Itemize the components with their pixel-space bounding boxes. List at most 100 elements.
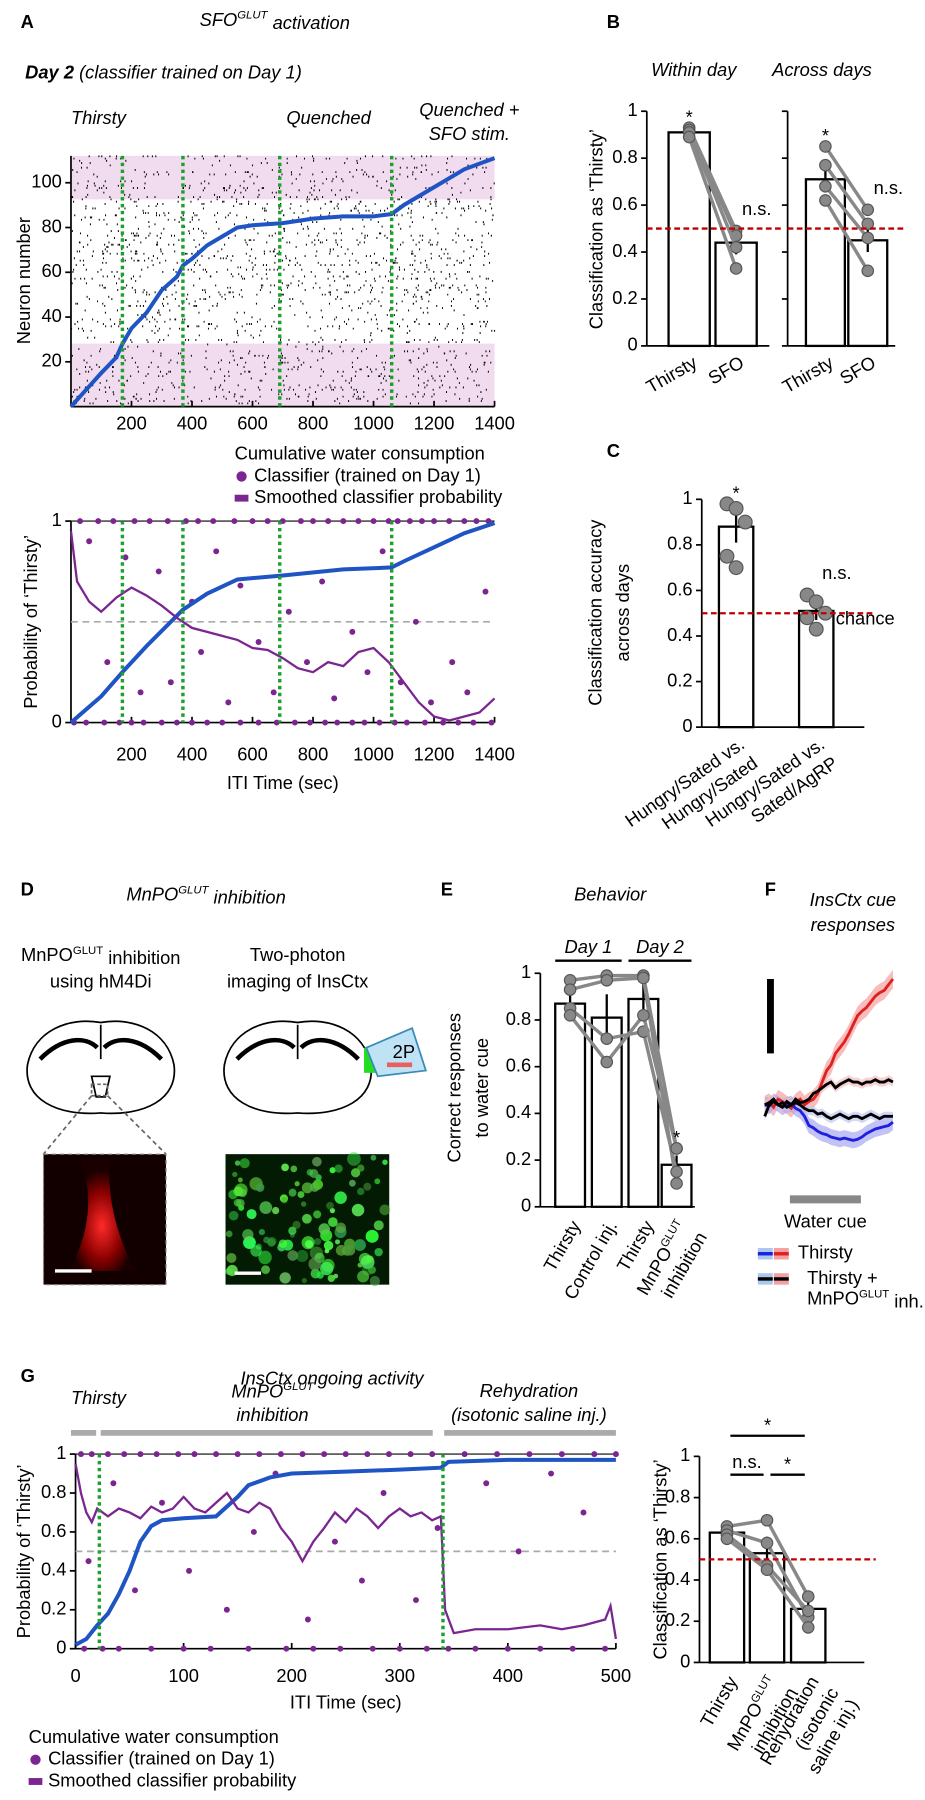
classifier-dot (104, 659, 111, 666)
annotation: * (733, 483, 740, 504)
annotation: n.s. (822, 562, 852, 583)
y-axis-label: Correct responses (443, 1013, 464, 1162)
x-tick-label: 1400 (474, 413, 515, 434)
subject-point (600, 1055, 614, 1069)
category-text: Thirsty (779, 351, 838, 397)
diagram-label-text: MnPO (21, 944, 73, 965)
bar (714, 241, 758, 348)
trace-line (764, 1078, 894, 1110)
y-axis-label-group: Classification accuracy across days (584, 519, 632, 706)
chart-title: responses (811, 914, 895, 935)
classifier-dot (146, 518, 153, 525)
classifier-dot (195, 518, 202, 525)
y-axis-label: Probability of ‘Thirsty’ (20, 535, 41, 709)
classifier-dot (494, 1451, 501, 1458)
subtitle: Day 2 (classifier trained on Day 1) (25, 61, 302, 82)
legend-label-text: MnPO (807, 1287, 859, 1308)
cell (288, 1226, 297, 1235)
classifier-dot (186, 1567, 193, 1574)
classifier-dot (396, 1645, 403, 1652)
x-tick-label: 1400 (474, 744, 515, 765)
classifier-dot (158, 719, 165, 726)
legend-label: MnPOGLUT inh. (807, 1287, 924, 1311)
cell (305, 1240, 314, 1249)
classifier-dot (231, 518, 238, 525)
cell (250, 1245, 262, 1257)
cell (297, 1191, 305, 1198)
series-line (69, 521, 496, 725)
legend-label: Classifier (trained on Day 1) (48, 1748, 275, 1769)
classifier-dot (297, 518, 304, 525)
y-tick-label: 1 (627, 99, 637, 120)
section-bar (70, 1430, 97, 1436)
classifier-dot (81, 1645, 88, 1652)
panel-title-text: MnPO (126, 883, 178, 904)
classifier-dot (407, 1451, 414, 1458)
classifier-dot (446, 518, 453, 525)
panel-letter: B (607, 11, 620, 32)
cell (358, 1252, 371, 1265)
x-tick-label: 400 (177, 744, 208, 765)
cell (246, 1209, 257, 1220)
category-label: Thirsty (642, 351, 701, 397)
cell (382, 1159, 388, 1165)
y-tick-label: 100 (31, 171, 62, 192)
classifier-dot (412, 1597, 419, 1604)
annotation: n.s. (874, 177, 904, 198)
series-line (74, 1457, 616, 1647)
y-tick-label: 1 (52, 509, 62, 530)
cell (226, 1252, 237, 1263)
classifier-dot (83, 719, 90, 726)
classifier-dot (580, 1509, 587, 1516)
y-tick-label: 0.2 (612, 287, 637, 308)
cell (334, 1164, 343, 1173)
cell (357, 1262, 363, 1268)
classifier-dot (105, 1451, 111, 1458)
classifier-dot (342, 1451, 349, 1458)
classifier-dot (349, 719, 356, 726)
classifier-dot (464, 689, 471, 696)
subject-line (569, 973, 679, 1149)
legend-swatch (773, 1277, 789, 1281)
classifier-dot (358, 1577, 365, 1584)
cell (281, 1163, 289, 1172)
subject-point (600, 1032, 614, 1045)
legend-label: Classifier (trained on Day 1) (254, 464, 481, 485)
subject-line (687, 136, 738, 270)
subtitle-bold: Day 2 (25, 61, 74, 82)
section-bar (100, 1430, 433, 1436)
cell (357, 1187, 365, 1196)
classifier-dot (270, 689, 277, 696)
x-tick-label: 1000 (353, 744, 394, 765)
category-label: Thirsty (779, 351, 838, 397)
classifier-dot (140, 719, 147, 726)
cell (301, 1277, 307, 1284)
diagram-label-after: inhibition (103, 947, 180, 968)
classifier-dot (325, 518, 332, 525)
classifier-dot (434, 1525, 441, 1532)
classifier-dot (385, 1451, 392, 1458)
y-tick-label: 0 (682, 715, 692, 736)
x-tick-label: 800 (298, 744, 329, 765)
cell (374, 1247, 383, 1257)
classifier-dot (155, 568, 162, 575)
classifier-dot (331, 1538, 338, 1545)
classifier-dot (207, 1645, 214, 1652)
classifier-dot (234, 1451, 241, 1458)
classifier-dot (470, 719, 477, 726)
diagram-label: MnPOGLUT inhibition (21, 944, 180, 968)
y-tick-label: 0 (680, 1650, 690, 1671)
cell (374, 1178, 381, 1185)
classifier-dot (121, 1451, 128, 1458)
classifier-dot (331, 695, 338, 702)
classifier-dot (77, 518, 84, 525)
classifier-dot (321, 1451, 328, 1458)
subject-point (670, 1177, 683, 1190)
cell (329, 1167, 336, 1174)
section-label: Quenched + (419, 99, 520, 120)
subtitle-rest: (classifier trained on Day 1) (74, 61, 302, 82)
classifier-dot (526, 1451, 533, 1458)
y-tick-label: 0.6 (667, 578, 692, 599)
classifier-dot (167, 679, 174, 686)
